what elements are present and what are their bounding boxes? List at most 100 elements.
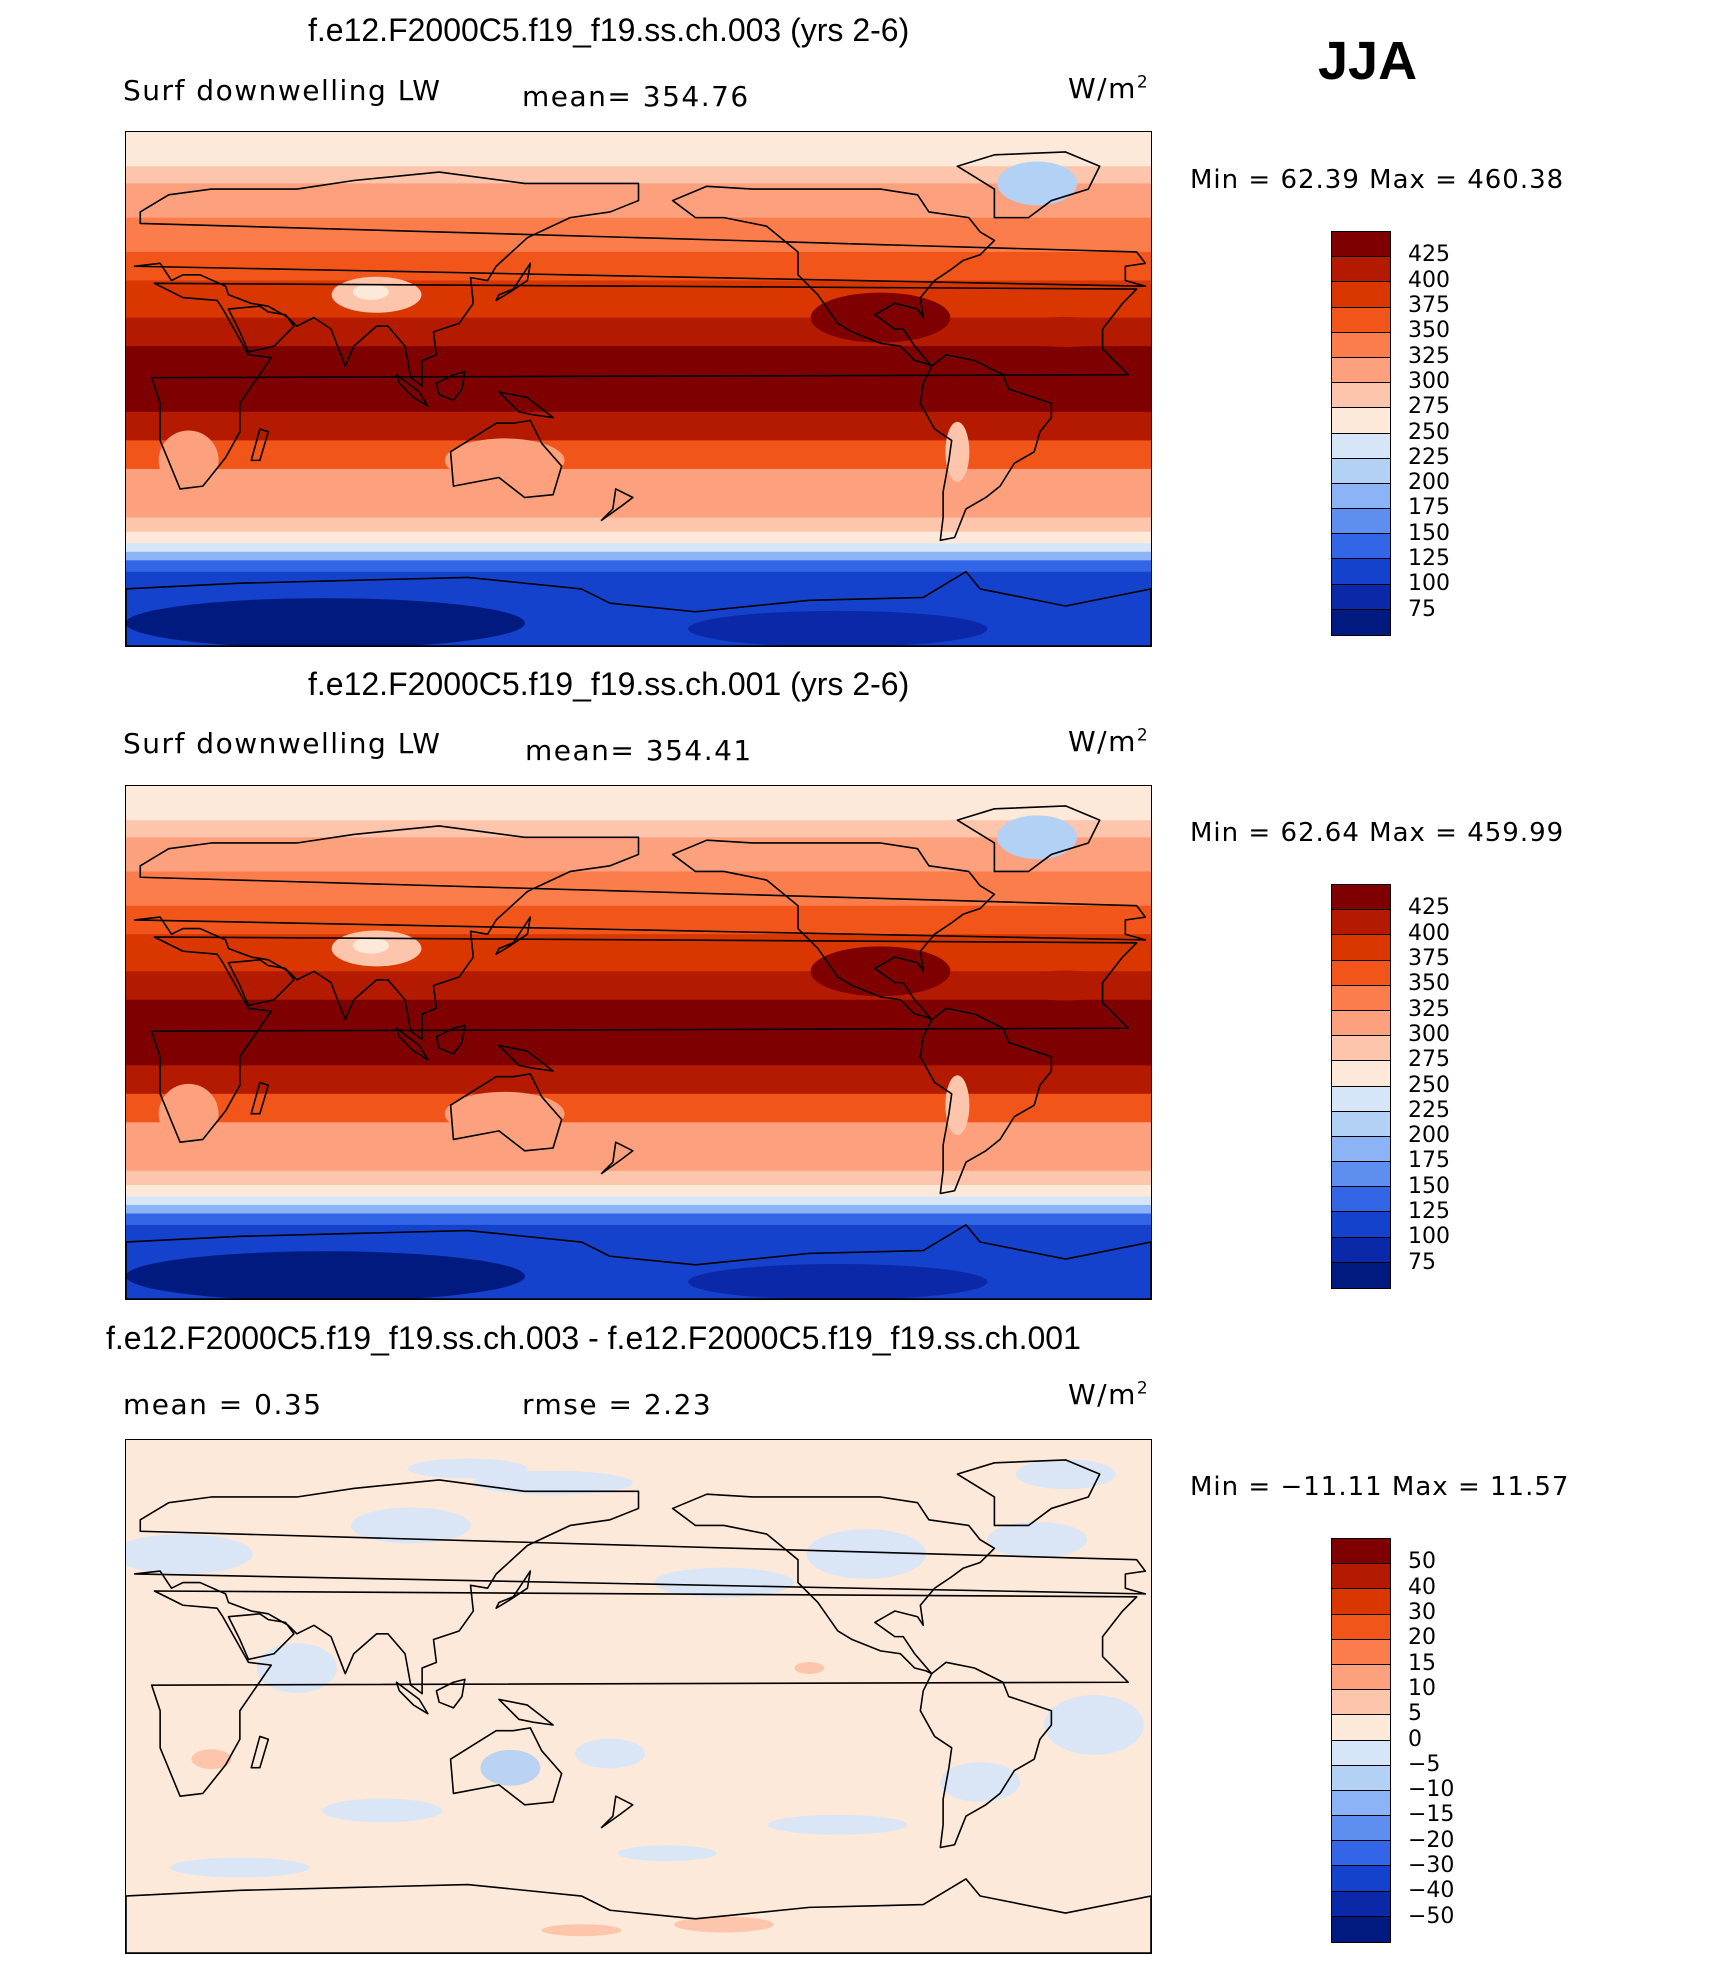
colorbar-tick-label: 275 <box>1408 394 1450 420</box>
panel-1-mean-label: mean= 354.76 <box>522 80 750 113</box>
colorbar-tick-label: 375 <box>1408 945 1450 971</box>
colorbar-swatch <box>1332 1237 1390 1263</box>
colorbar-tick-label: 375 <box>1408 292 1450 318</box>
colorbar-swatch <box>1332 1891 1390 1917</box>
colorbar-tick-label: 30 <box>1408 1599 1436 1625</box>
colorbar-swatch <box>1332 609 1390 635</box>
panel-2-map <box>125 785 1152 1300</box>
panel-2-min-max: Min = 62.64 Max = 459.99 <box>1190 818 1565 848</box>
colorbar-swatch <box>1332 1010 1390 1037</box>
panel-1-colorbar-labels: 425 400 375 350 325 300 275 250 225 200 175 150 125 1… <box>1408 231 1488 636</box>
colorbar-swatch <box>1332 584 1390 610</box>
colorbar-swatch <box>1332 1740 1390 1766</box>
colorbar-tick-label: 40 <box>1408 1574 1436 1600</box>
colorbar-swatch <box>1332 1614 1390 1640</box>
colorbar-tick-label: 350 <box>1408 971 1450 997</box>
colorbar-swatch <box>1332 1111 1390 1137</box>
colorbar-swatch <box>1332 960 1390 986</box>
colorbar-tick-label: 400 <box>1408 267 1450 293</box>
panel-3-min-max: Min = −11.11 Max = 11.57 <box>1190 1472 1570 1502</box>
colorbar-swatch <box>1332 1816 1390 1842</box>
colorbar-tick-label: 425 <box>1408 242 1450 268</box>
colorbar-swatch <box>1332 307 1390 333</box>
colorbar-swatch <box>1332 1589 1390 1615</box>
colorbar-tick-label: 250 <box>1408 419 1450 445</box>
colorbar-swatch <box>1332 1262 1390 1288</box>
colorbar-tick-label: 15 <box>1408 1650 1436 1676</box>
colorbar-tick-label: 75 <box>1408 1249 1436 1275</box>
colorbar-tick-label: 125 <box>1408 1199 1450 1225</box>
colorbar-tick-label: 75 <box>1408 596 1436 622</box>
colorbar-tick-label: 300 <box>1408 1021 1450 1047</box>
panel-1-colorbar <box>1331 231 1391 636</box>
colorbar-tick-label: 350 <box>1408 318 1450 344</box>
colorbar-tick-label: 10 <box>1408 1675 1436 1701</box>
colorbar-tick-label: −30 <box>1408 1853 1455 1879</box>
colorbar-swatch <box>1332 1639 1390 1665</box>
colorbar-swatch <box>1332 509 1390 535</box>
colorbar-swatch <box>1332 1866 1390 1892</box>
colorbar-swatch <box>1332 332 1390 358</box>
colorbar-tick-label: 225 <box>1408 1097 1450 1123</box>
colorbar-swatch <box>1332 935 1390 961</box>
colorbar-swatch <box>1332 458 1390 484</box>
colorbar-tick-label: 100 <box>1408 571 1450 597</box>
colorbar-swatch <box>1332 1715 1390 1741</box>
colorbar-swatch <box>1332 1564 1390 1590</box>
panel-1-variable-label: Surf downwelling LW <box>123 74 442 107</box>
colorbar-swatch <box>1332 357 1390 384</box>
panel-1-title: f.e12.F2000C5.f19_f19.ss.ch.003 (yrs 2-6… <box>308 12 910 48</box>
panel-2-variable-label: Surf downwelling LW <box>123 727 442 760</box>
colorbar-tick-label: −20 <box>1408 1827 1455 1853</box>
colorbar-swatch <box>1332 1036 1390 1062</box>
colorbar-tick-label: 250 <box>1408 1072 1450 1098</box>
colorbar-tick-label: 175 <box>1408 1148 1450 1174</box>
colorbar-tick-label: 325 <box>1408 343 1450 369</box>
colorbar-swatch <box>1332 910 1390 936</box>
colorbar-swatch <box>1332 1061 1390 1087</box>
panel-1-map <box>125 131 1152 647</box>
colorbar-swatch <box>1332 1916 1390 1942</box>
panel-3-units: W/m2 <box>1068 1378 1150 1411</box>
season-label: JJA <box>1318 31 1418 91</box>
colorbar-swatch <box>1332 885 1390 911</box>
colorbar-swatch <box>1332 1690 1390 1716</box>
colorbar-swatch <box>1332 1765 1390 1791</box>
colorbar-tick-label: 300 <box>1408 368 1450 394</box>
colorbar-swatch <box>1332 1790 1390 1817</box>
panel-3-map <box>125 1439 1152 1954</box>
panel-2-colorbar-labels: 425 400 375 350 325 300 275 250 225 200 175 150 125 1… <box>1408 884 1488 1289</box>
colorbar-tick-label: −15 <box>1408 1802 1455 1828</box>
panel-3-colorbar <box>1331 1538 1391 1943</box>
panel-3-rmse-label: rmse = 2.23 <box>522 1388 713 1421</box>
colorbar-tick-label: 275 <box>1408 1047 1450 1073</box>
colorbar-tick-label: 150 <box>1408 1173 1450 1199</box>
colorbar-tick-label: 200 <box>1408 1123 1450 1149</box>
colorbar-tick-label: 175 <box>1408 495 1450 521</box>
colorbar-swatch <box>1332 1841 1390 1867</box>
colorbar-tick-label: 150 <box>1408 520 1450 546</box>
colorbar-tick-label: 325 <box>1408 996 1450 1022</box>
colorbar-swatch <box>1332 257 1390 283</box>
colorbar-swatch <box>1332 534 1390 560</box>
colorbar-swatch <box>1332 559 1390 585</box>
colorbar-tick-label: 50 <box>1408 1549 1436 1575</box>
panel-1-units: W/m2 <box>1068 72 1150 105</box>
panel-2-mean-label: mean= 354.41 <box>525 734 753 767</box>
colorbar-swatch <box>1332 1136 1390 1163</box>
colorbar-swatch <box>1332 232 1390 258</box>
colorbar-tick-label: −50 <box>1408 1903 1455 1929</box>
colorbar-swatch <box>1332 483 1390 510</box>
colorbar-swatch <box>1332 1664 1390 1691</box>
colorbar-tick-label: −10 <box>1408 1777 1455 1803</box>
colorbar-swatch <box>1332 1539 1390 1565</box>
colorbar-tick-label: 0 <box>1408 1726 1422 1752</box>
colorbar-tick-label: 225 <box>1408 444 1450 470</box>
colorbar-swatch <box>1332 1086 1390 1112</box>
colorbar-swatch <box>1332 433 1390 459</box>
panel-3-colorbar-labels: 50 40 30 20 15 10 5 0 −5 −10 −15 −20 −30 −40 −50 <box>1408 1538 1488 1943</box>
colorbar-tick-label: 400 <box>1408 920 1450 946</box>
colorbar-swatch <box>1332 383 1390 409</box>
colorbar-swatch <box>1332 1162 1390 1188</box>
colorbar-swatch <box>1332 408 1390 434</box>
